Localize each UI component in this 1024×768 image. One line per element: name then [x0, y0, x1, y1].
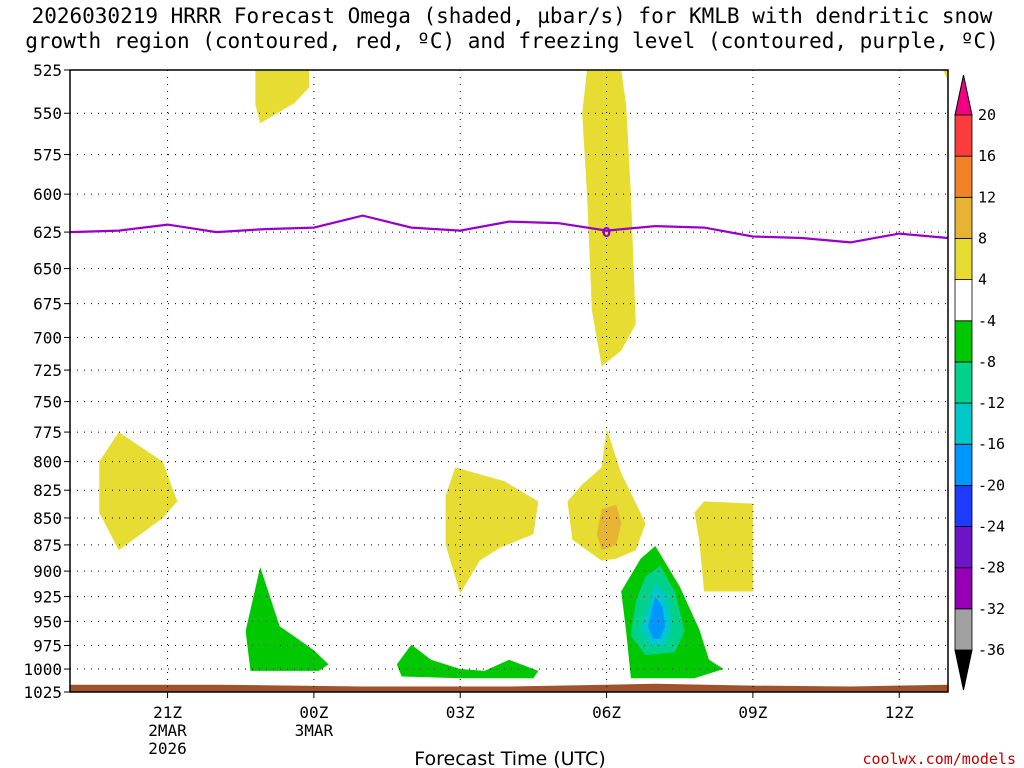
y-tick-label-675: 675 [33, 295, 62, 314]
colorbar-label-8: -4 [978, 312, 996, 330]
colorbar-label-7: -8 [978, 353, 996, 371]
x-tick-label-21Z: 21Z [153, 703, 182, 722]
y-tick-label-525: 525 [33, 61, 62, 80]
y-tick-label-825: 825 [33, 481, 62, 500]
x-tick-label-00Z: 00Z [299, 703, 328, 722]
omega-region-down-6 [943, 70, 948, 81]
credit-text: coolwx.com/models [862, 750, 1016, 768]
colorbar: -36 -32 -28 -24 -20 -16 -12 -8 -4 4 8 12 16 20 [954, 74, 1005, 691]
colorbar-segment-3 [954, 526, 973, 569]
x-tick-date-00Z: 3MAR [295, 721, 334, 740]
x-tick-date-21Z: 2MAR [148, 721, 187, 740]
colorbar-segment-8 [954, 320, 973, 363]
colorbar-segment-12 [954, 155, 973, 198]
axes-layer: 525 550 575 600 625 650 675 700 725 750 775 800 825 8… [23, 61, 914, 758]
colorbar-segment-11 [954, 196, 973, 239]
y-tick-label-1025: 1025 [23, 683, 62, 702]
x-tick-label-12Z: 12Z [885, 703, 914, 722]
colorbar-label-0: -36 [978, 641, 1005, 659]
omega-region-down-4-core [596, 504, 622, 551]
y-tick-label-625: 625 [33, 223, 62, 242]
colorbar-segment-6 [954, 402, 973, 445]
freezing-level-label: 0 [602, 226, 611, 241]
y-tick-label-850: 850 [33, 509, 62, 528]
colorbar-top-arrow [954, 74, 973, 116]
y-tick-label-650: 650 [33, 260, 62, 279]
colorbar-segment-9 [954, 279, 973, 322]
terrain-surface [70, 683, 948, 692]
title-line-1: 2026030219 HRRR Forecast Omega (shaded, … [31, 4, 993, 28]
y-tick-label-1000: 1000 [23, 660, 62, 679]
colorbar-label-2: -28 [978, 559, 1005, 577]
y-tick-label-925: 925 [33, 588, 62, 607]
colorbar-label-13: 20 [978, 106, 996, 124]
colorbar-segment-10 [954, 238, 973, 281]
y-tick-label-975: 975 [33, 637, 62, 656]
omega-shading-layer [70, 70, 948, 692]
y-tick-label-725: 725 [33, 361, 62, 380]
omega-region-down-4 [567, 428, 646, 561]
colorbar-segment-13 [954, 114, 973, 157]
colorbar-label-11: 12 [978, 188, 996, 206]
y-tick-label-575: 575 [33, 146, 62, 165]
y-tick-label-600: 600 [33, 185, 62, 204]
x-tick-label-09Z: 09Z [738, 703, 767, 722]
colorbar-segment-7 [954, 361, 973, 404]
colorbar-bottom-arrow [954, 649, 973, 691]
freezing-level-line [69, 214, 949, 244]
colorbar-label-5: -16 [978, 435, 1005, 453]
omega-region-down-0 [255, 70, 309, 124]
y-tick-label-900: 900 [33, 562, 62, 581]
x-tick-label-06Z: 06Z [592, 703, 621, 722]
colorbar-label-3: -24 [978, 518, 1005, 536]
y-tick-label-800: 800 [33, 453, 62, 472]
colorbar-label-1: -32 [978, 600, 1005, 618]
omega-region-updraft-2-core3 [648, 596, 666, 639]
omega-region-down-1 [99, 432, 178, 551]
colorbar-segment-1 [954, 608, 973, 651]
y-tick-label-750: 750 [33, 393, 62, 412]
title-line-2: growth region (contoured, red, ºC) and f… [25, 29, 999, 53]
x-axis-label: Forecast Time (UTC) [414, 748, 605, 768]
colorbar-label-6: -12 [978, 394, 1005, 412]
y-tick-label-775: 775 [33, 423, 62, 442]
x-tick-year-21Z: 2026 [148, 739, 187, 758]
omega-region-down-2 [445, 467, 539, 594]
colorbar-label-9: 4 [978, 271, 987, 289]
x-tick-label-03Z: 03Z [446, 703, 475, 722]
y-tick-label-950: 950 [33, 612, 62, 631]
chart-title: 2026030219 HRRR Forecast Omega (shaded, … [0, 4, 1024, 54]
grid-layer [70, 70, 948, 692]
plot-frame [69, 69, 949, 693]
y-tick-label-700: 700 [33, 328, 62, 347]
colorbar-segment-5 [954, 443, 973, 486]
y-tick-label-875: 875 [33, 536, 62, 555]
freezing-level-layer: 0 [69, 214, 949, 244]
colorbar-label-10: 8 [978, 229, 987, 247]
omega-region-updraft-1 [396, 644, 539, 679]
omega-region-down-3 [582, 70, 636, 367]
colorbar-segment-4 [954, 484, 973, 527]
colorbar-segment-2 [954, 567, 973, 610]
colorbar-label-12: 16 [978, 147, 996, 165]
omega-region-down-5 [694, 501, 753, 592]
colorbar-label-4: -20 [978, 476, 1005, 494]
omega-region-updraft-0 [245, 567, 329, 671]
y-tick-label-550: 550 [33, 104, 62, 123]
